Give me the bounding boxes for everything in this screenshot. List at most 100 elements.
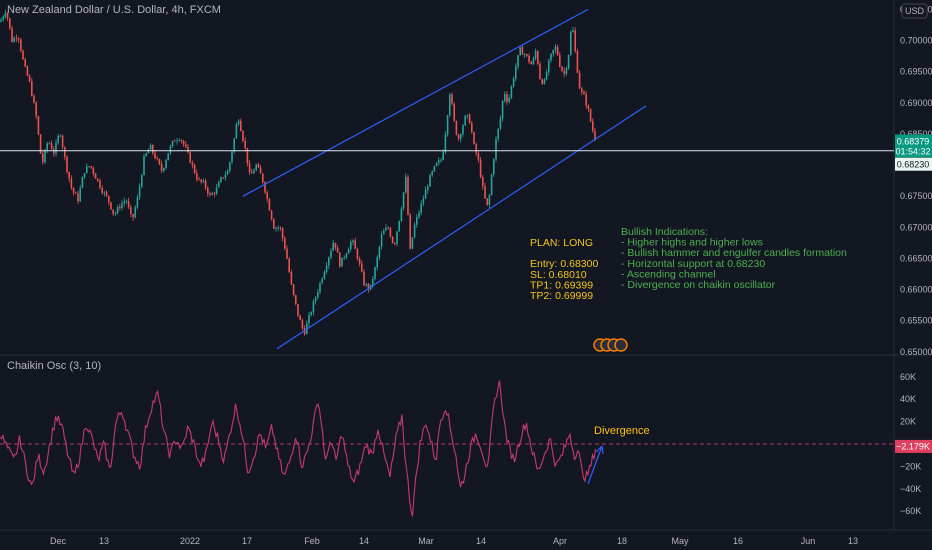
candle-body (284, 238, 286, 249)
candle-body (367, 283, 370, 290)
candle-body (319, 282, 321, 293)
candle-body (251, 172, 253, 174)
candle-body (493, 159, 495, 175)
candle-body (149, 145, 152, 150)
candle-body (136, 197, 139, 208)
candle-body (209, 193, 211, 195)
candle-body (37, 116, 40, 135)
candle-body (218, 182, 220, 188)
candle-body (15, 37, 18, 39)
candle-body (154, 152, 156, 159)
candle-body (270, 210, 273, 220)
candle-body (330, 250, 332, 258)
candle-body (286, 248, 288, 259)
candle-body (281, 228, 284, 239)
candle-body (24, 59, 26, 67)
candle-body (482, 177, 484, 187)
bullish-line: Bullish Indications: (621, 226, 708, 238)
candle-body (545, 72, 548, 80)
candle-body (559, 55, 561, 67)
candle-body (475, 144, 477, 154)
candle-body (50, 143, 53, 150)
oscillator-tick-label: 20K (900, 417, 916, 427)
candle-body (35, 102, 37, 117)
event-icons[interactable] (593, 338, 628, 352)
candle-body (420, 203, 422, 213)
candle-body (570, 32, 572, 55)
channel-upper-line[interactable] (242, 8, 589, 197)
candle-body (460, 134, 462, 139)
candle-body (407, 176, 409, 215)
candle-body (380, 234, 383, 247)
candle-body (44, 150, 46, 163)
candle-body (88, 166, 90, 167)
candle-body (138, 186, 141, 198)
currency-button[interactable]: USD (901, 3, 928, 19)
candle-body (169, 146, 172, 154)
candle-body (343, 257, 345, 259)
candle-body (585, 94, 587, 106)
bullish-line: - Bullish hammer and engulfer candles fo… (621, 247, 847, 259)
candle-body (308, 315, 310, 324)
candle-body (75, 192, 77, 194)
candle-body (438, 160, 440, 163)
candle-body (103, 192, 106, 194)
candle-body (314, 297, 317, 302)
plan-line: TP1: 0.69399 (530, 279, 593, 291)
candle-body (479, 159, 482, 178)
price-pane[interactable]: 0.705000.700000.695000.690000.685000.680… (0, 3, 932, 357)
candle-body (70, 178, 73, 188)
candle-body (576, 50, 579, 73)
candle-body (519, 47, 521, 56)
candle-body (526, 54, 528, 56)
candle-body (504, 93, 506, 101)
candle-body (466, 114, 469, 116)
candle-body (574, 30, 576, 51)
bullish-line: - Divergence on chaikin oscillator (621, 279, 776, 291)
candle-body (187, 146, 189, 153)
candle-body (449, 94, 451, 116)
bullish-line: - Horizontal support at 0.68230 (621, 258, 765, 270)
oscillator-pane[interactable]: Divergence Chaikin Osc (3, 10) 60K 40K 20K… (0, 360, 932, 517)
candle-body (233, 138, 235, 152)
candle-body (273, 219, 275, 229)
candle-body (374, 267, 376, 280)
candle-body (279, 227, 282, 229)
plan-line: SL: 0.68010 (530, 269, 587, 281)
candle-body (528, 55, 530, 62)
candle-body (341, 257, 343, 267)
candle-body (486, 198, 488, 205)
candle-body (567, 54, 570, 69)
candle-body (97, 178, 99, 181)
candle-body (405, 176, 407, 193)
candle-body (506, 93, 508, 102)
candle-body (396, 231, 398, 244)
price-tick-label: 0.66500 (900, 253, 932, 263)
candle-body (33, 95, 35, 103)
candle-body (378, 246, 381, 258)
event-icon-4[interactable] (614, 338, 628, 352)
candle-body (565, 68, 568, 74)
oscillator-tick-label: 60K (900, 372, 916, 382)
candle-body (328, 257, 330, 266)
candle-body (515, 66, 517, 79)
time-tick-label: May (671, 536, 689, 546)
candle-body (400, 208, 403, 221)
candle-body (394, 243, 396, 244)
candle-body (453, 103, 455, 121)
candle-body (488, 195, 491, 205)
candle-body (323, 271, 326, 279)
candle-body (530, 61, 532, 65)
candle-body (497, 128, 499, 139)
candle-body (422, 198, 425, 204)
time-tick-label: 13 (99, 536, 109, 546)
candle-body (83, 172, 86, 177)
candle-body (541, 79, 543, 84)
candle-body (193, 164, 196, 174)
candle-body (191, 162, 194, 165)
candle-body (156, 158, 158, 160)
candle-body (64, 147, 66, 157)
channel-lower-line[interactable] (276, 105, 647, 350)
candle-body (116, 206, 119, 214)
